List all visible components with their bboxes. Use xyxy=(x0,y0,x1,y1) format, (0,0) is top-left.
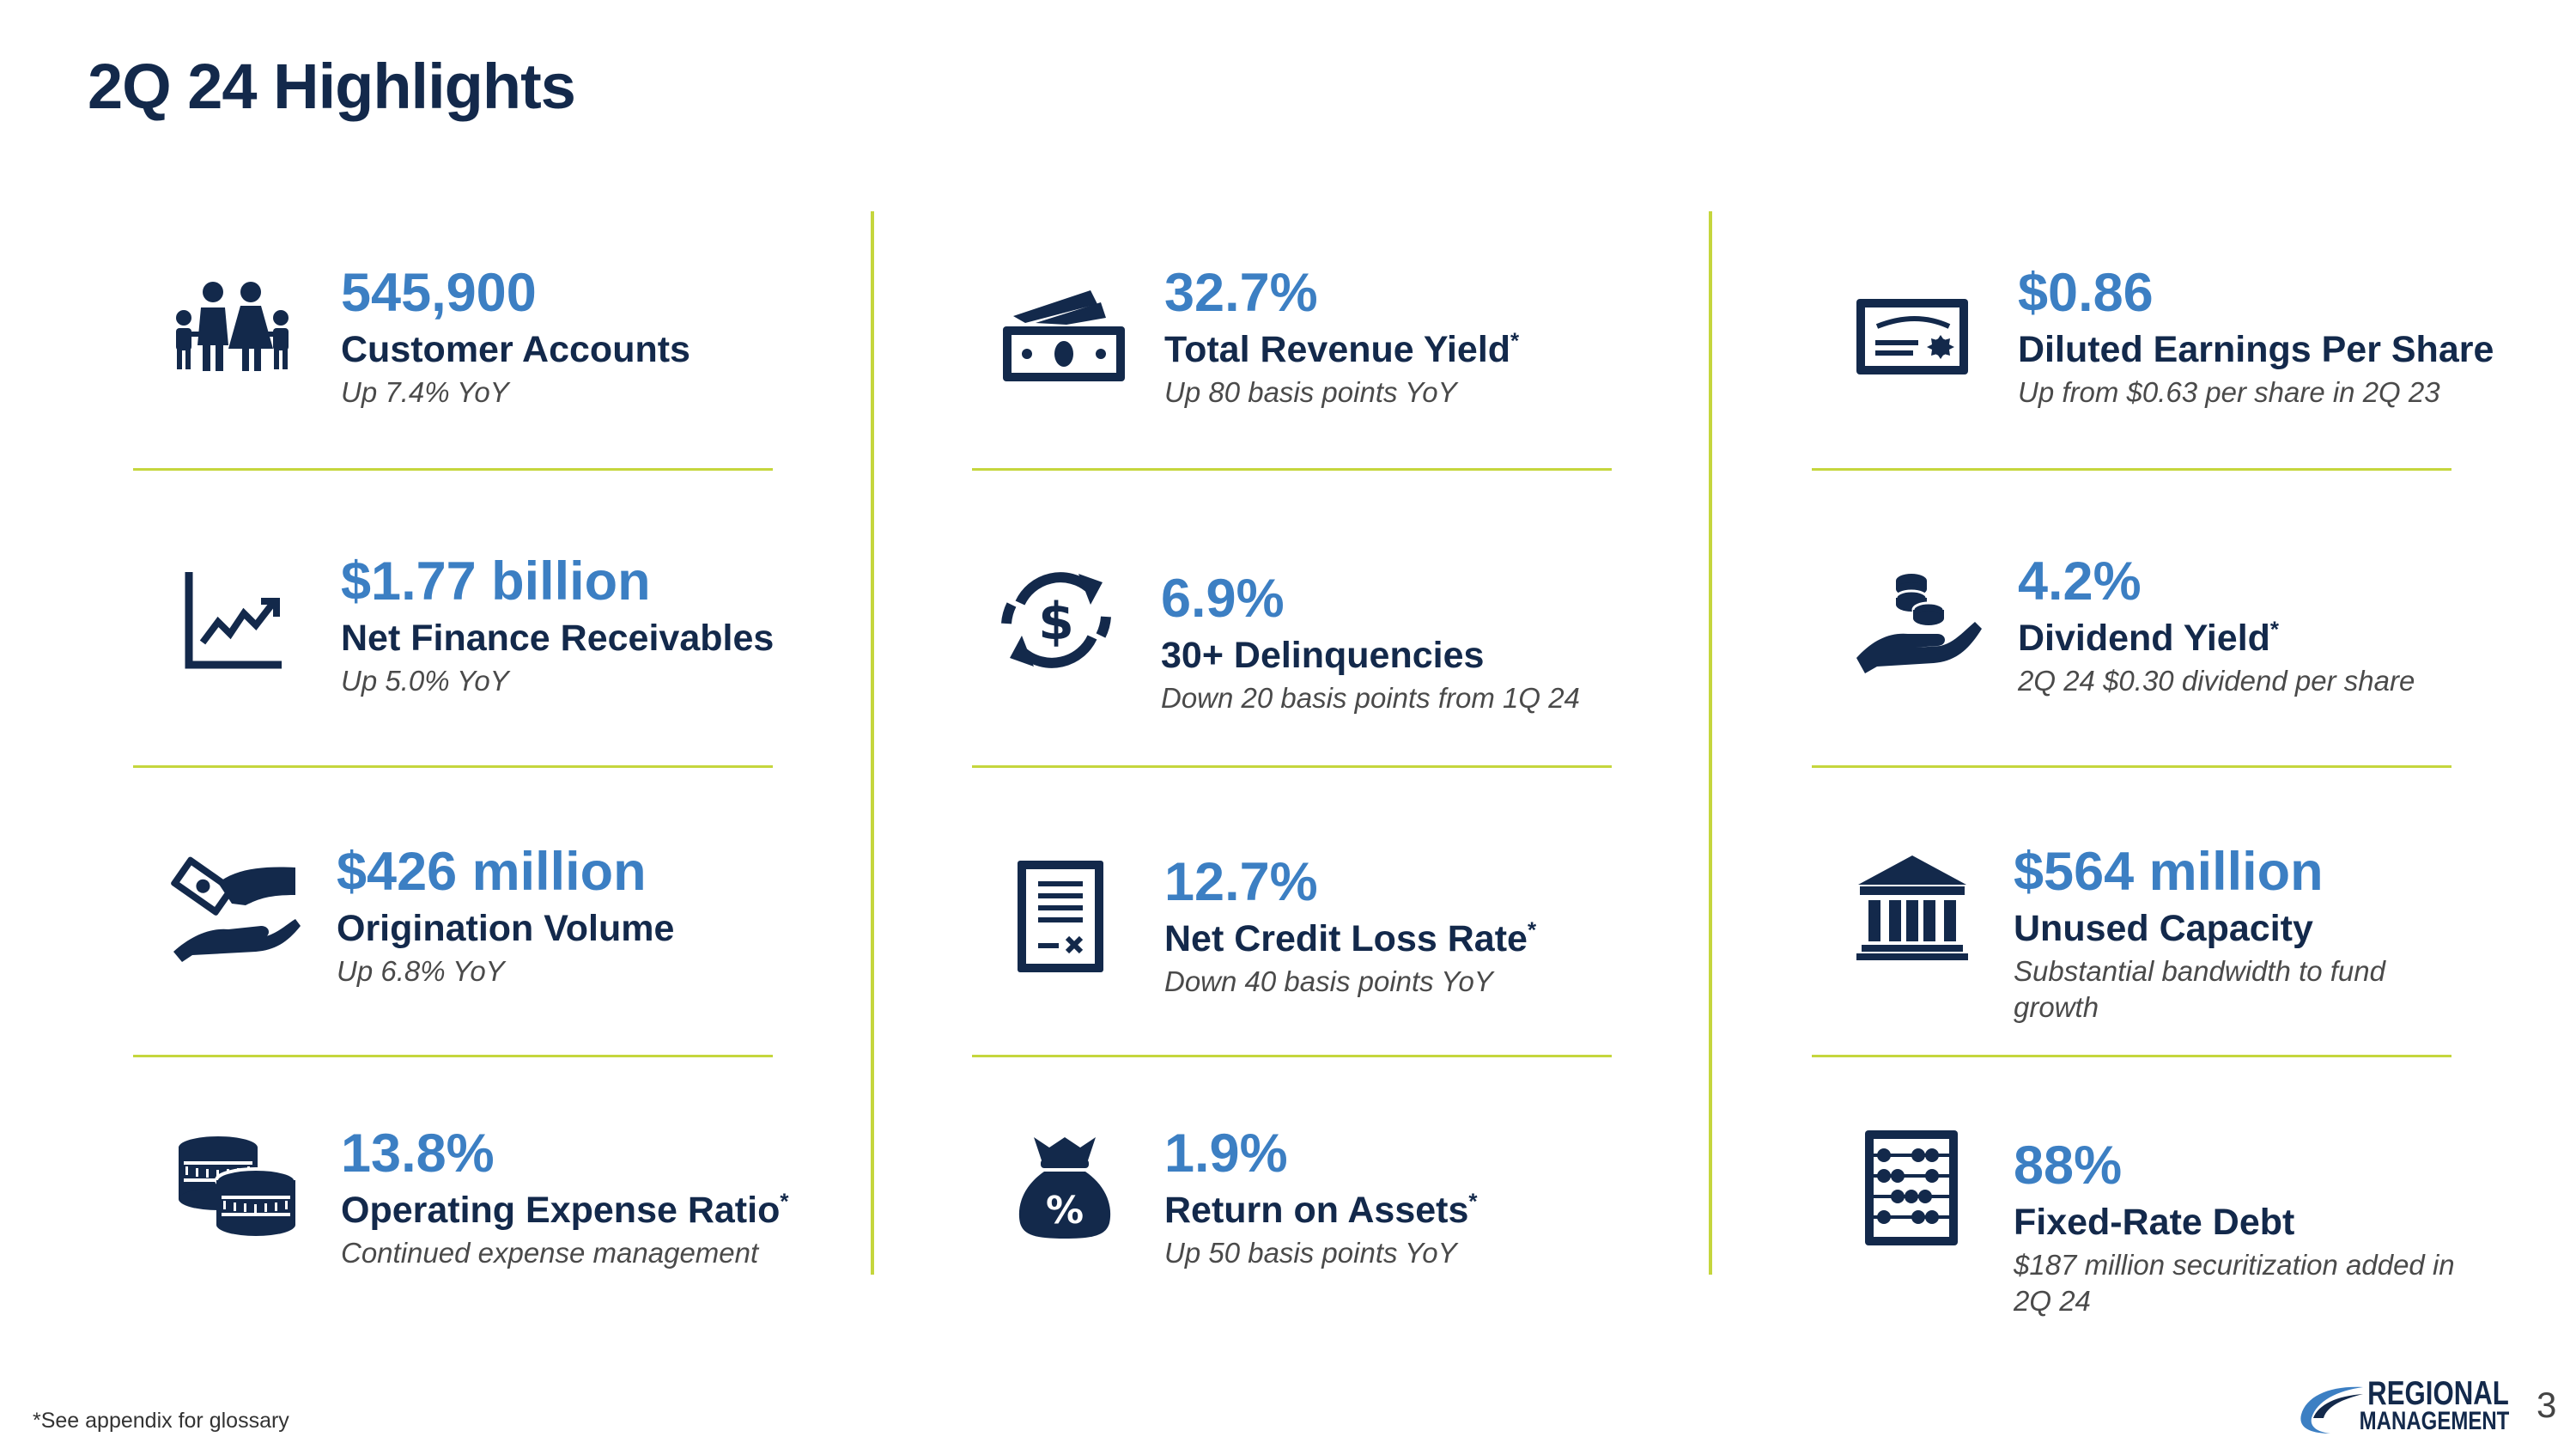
delinquencies-metric: 6.9% 30+ Delinquencies Down 20 basis poi… xyxy=(1161,567,1580,716)
metric-label: Unused Capacity xyxy=(2014,908,2313,949)
net-finance-receivables-metric: $1.77 billion Net Finance Receivables Up… xyxy=(341,550,774,699)
metric-value: $426 million xyxy=(337,842,647,902)
metric-subtext: Down 20 basis points from 1Q 24 xyxy=(1161,682,1580,714)
dividend-yield-metric: 4.2% Dividend Yield* 2Q 24 $0.30 dividen… xyxy=(2018,550,2415,699)
metric-subtext: Up 5.0% YoY xyxy=(341,665,509,697)
abacus-icon xyxy=(1863,1129,1959,1247)
metric-subtext: Substantial bandwidth to fund growth xyxy=(2014,955,2385,1023)
row-divider xyxy=(1812,468,2451,471)
page-number: 3 xyxy=(2537,1385,2557,1425)
metric-label: Diluted Earnings Per Share xyxy=(2018,329,2494,370)
metric-subtext: Up 80 basis points YoY xyxy=(1164,376,1457,408)
row-divider xyxy=(972,1055,1612,1057)
row-divider xyxy=(133,1055,773,1057)
family-icon xyxy=(168,280,297,373)
metric-label: Customer Accounts xyxy=(341,329,690,370)
logo-line-1: REGIONAL xyxy=(2367,1375,2509,1412)
metric-value: 1.9% xyxy=(1164,1123,1288,1184)
page-title: 2Q 24 Highlights xyxy=(88,51,576,122)
return-on-assets-metric: 1.9% Return on Assets* Up 50 basis point… xyxy=(1164,1122,1478,1271)
column-divider xyxy=(871,211,874,1275)
fixed-rate-debt-metric: 88% Fixed-Rate Debt $187 million securit… xyxy=(2014,1134,2477,1319)
coins-in-hand-icon xyxy=(1855,572,1984,673)
metric-value: 545,900 xyxy=(341,263,537,323)
metric-subtext: Continued expense management xyxy=(341,1237,759,1269)
metric-value: 88% xyxy=(2014,1135,2123,1196)
document-icon xyxy=(1016,859,1105,974)
svg-text:%: % xyxy=(1046,1189,1084,1233)
operating-expense-ratio-metric: 13.8% Operating Expense Ratio* Continued… xyxy=(341,1122,788,1271)
metric-subtext: Up 7.4% YoY xyxy=(341,376,509,408)
metric-value: 6.9% xyxy=(1161,569,1285,629)
metric-label: Return on Assets* xyxy=(1164,1188,1478,1231)
metric-value: 13.8% xyxy=(341,1123,495,1184)
metric-label: Net Finance Receivables xyxy=(341,618,775,659)
metric-label: Origination Volume xyxy=(337,908,675,949)
customer-accounts-metric: 545,900 Customer Accounts Up 7.4% YoY xyxy=(341,261,690,411)
metric-value: 4.2% xyxy=(2018,551,2142,612)
net-credit-loss-rate-metric: 12.7% Net Credit Loss Rate* Down 40 basi… xyxy=(1164,850,1536,1000)
row-divider xyxy=(1812,1055,2451,1057)
row-divider xyxy=(133,468,773,471)
row-divider xyxy=(972,765,1612,768)
banknotes-icon xyxy=(1001,283,1127,383)
growth-chart-icon xyxy=(184,569,287,672)
bank-icon xyxy=(1856,854,1968,960)
unused-capacity-metric: $564 million Unused Capacity Substantial… xyxy=(2014,840,2477,1026)
metric-subtext: $187 million securitization added in 2Q … xyxy=(2014,1249,2455,1317)
metric-label: Fixed-Rate Debt xyxy=(2014,1202,2295,1243)
metric-label: Net Credit Loss Rate* xyxy=(1164,916,1537,959)
metric-label: 30+ Delinquencies xyxy=(1161,635,1485,676)
metric-value: $0.86 xyxy=(2018,263,2154,323)
row-divider xyxy=(1812,765,2451,768)
dollar-cycle-icon: $ xyxy=(996,562,1116,679)
metric-subtext: Down 40 basis points YoY xyxy=(1164,965,1493,997)
origination-volume-metric: $426 million Origination Volume Up 6.8% … xyxy=(337,840,674,989)
footnote: *See appendix for glossary xyxy=(33,1409,289,1433)
svg-text:$: $ xyxy=(1038,592,1074,652)
metric-label: Operating Expense Ratio* xyxy=(341,1188,789,1231)
cash-hand-icon xyxy=(167,850,304,962)
metric-value: 12.7% xyxy=(1164,852,1318,912)
metric-label: Dividend Yield* xyxy=(2018,616,2280,659)
diluted-eps-metric: $0.86 Diluted Earnings Per Share Up from… xyxy=(2018,261,2494,411)
metric-subtext: Up 50 basis points YoY xyxy=(1164,1237,1457,1269)
total-revenue-yield-metric: 32.7% Total Revenue Yield* Up 80 basis p… xyxy=(1164,261,1519,411)
metric-subtext: Up from $0.63 per share in 2Q 23 xyxy=(2018,376,2440,408)
column-divider xyxy=(1709,211,1712,1275)
row-divider xyxy=(133,765,773,768)
metric-label: Total Revenue Yield* xyxy=(1164,327,1520,370)
logo-line-2: MANAGEMENT xyxy=(2359,1407,2509,1435)
metric-value: 32.7% xyxy=(1164,263,1318,323)
certificate-icon xyxy=(1855,297,1970,376)
metric-subtext: Up 6.8% YoY xyxy=(337,955,505,987)
metric-subtext: 2Q 24 $0.30 dividend per share xyxy=(2018,665,2415,697)
metric-value: $1.77 billion xyxy=(341,551,651,612)
coins-icon xyxy=(177,1135,297,1240)
metric-value: $564 million xyxy=(2014,842,2324,902)
company-logo: REGIONAL MANAGEMENT xyxy=(2296,1377,2509,1435)
money-bag-icon: % xyxy=(1015,1134,1115,1240)
row-divider xyxy=(972,468,1612,471)
logo-swoosh-icon xyxy=(2300,1386,2363,1434)
